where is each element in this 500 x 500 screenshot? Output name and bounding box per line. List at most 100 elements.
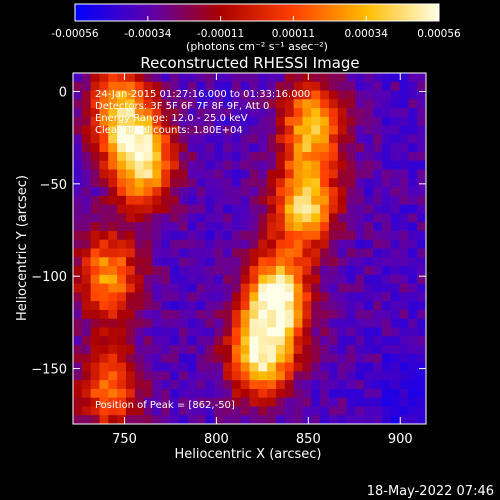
- heatmap-pixel: [275, 301, 286, 311]
- heatmap-pixel: [81, 143, 92, 153]
- heatmap-pixel: [390, 90, 401, 100]
- heatmap-pixel: [355, 143, 365, 153]
- heatmap-pixel: [337, 73, 348, 83]
- heatmap-pixel: [223, 318, 233, 329]
- heatmap-pixel: [161, 239, 171, 250]
- heatmap-pixel: [284, 125, 295, 136]
- heatmap-pixel: [364, 406, 374, 416]
- heatmap-pixel: [302, 292, 312, 302]
- heatmap-pixel: [355, 380, 365, 390]
- heatmap-pixel: [205, 169, 215, 179]
- heatmap-pixel: [258, 213, 268, 223]
- heatmap-pixel: [134, 345, 145, 355]
- heatmap-pixel: [417, 274, 426, 285]
- heatmap-pixel: [373, 309, 383, 320]
- heatmap-pixel: [223, 301, 233, 311]
- heatmap-pixel: [223, 266, 233, 276]
- heatmap-pixel: [275, 380, 286, 390]
- heatmap-pixel: [258, 345, 268, 355]
- heatmap-pixel: [170, 160, 180, 171]
- heatmap-pixel: [240, 169, 251, 179]
- heatmap-pixel: [337, 415, 348, 424]
- heatmap-pixel: [258, 380, 268, 390]
- heatmap-pixel: [214, 81, 224, 92]
- heatmap-pixel: [311, 143, 321, 153]
- heatmap-pixel: [275, 195, 286, 206]
- heatmap-pixel: [125, 345, 136, 355]
- heatmap-pixel: [373, 336, 383, 346]
- heatmap-pixel: [81, 90, 92, 100]
- heatmap-pixel: [152, 204, 162, 215]
- heatmap-pixel: [205, 327, 215, 337]
- heatmap-pixel: [196, 274, 206, 285]
- heatmap-pixel: [417, 213, 426, 223]
- heatmap-pixel: [390, 125, 401, 136]
- heatmap-pixel: [381, 301, 392, 311]
- heatmap-pixel: [170, 151, 180, 162]
- heatmap-pixel: [355, 151, 365, 162]
- heatmap-pixel: [73, 222, 83, 232]
- heatmap-pixel: [320, 99, 330, 109]
- annotation-line: Clean Total counts: 1.80E+04: [95, 125, 243, 136]
- colorbar-tick-label: 0.00011: [272, 28, 315, 40]
- heatmap-pixel: [81, 309, 92, 320]
- heatmap-pixel: [328, 292, 339, 302]
- heatmap-pixel: [240, 406, 251, 416]
- heatmap-pixel: [320, 415, 330, 424]
- heatmap-pixel: [311, 134, 321, 144]
- footer-date: 18-May-2022 07:46: [367, 484, 494, 499]
- heatmap-pixel: [302, 257, 312, 267]
- heatmap-pixel: [90, 248, 101, 258]
- heatmap-pixel: [408, 178, 418, 188]
- heatmap-pixel: [187, 73, 198, 83]
- x-tick-label: 900: [388, 432, 413, 447]
- heatmap-pixel: [311, 178, 321, 188]
- heatmap-pixel: [196, 388, 206, 399]
- heatmap-pixel: [214, 73, 224, 83]
- heatmap-pixel: [364, 99, 374, 109]
- heatmap-pixel: [249, 125, 259, 136]
- heatmap-pixel: [99, 160, 109, 171]
- heatmap-pixel: [320, 195, 330, 206]
- heatmap-pixel: [81, 345, 92, 355]
- heatmap-pixel: [346, 239, 356, 250]
- heatmap-pixel: [381, 160, 392, 171]
- heatmap-pixel: [187, 81, 198, 92]
- heatmap-pixel: [81, 204, 92, 215]
- heatmap-pixel: [196, 239, 206, 250]
- heatmap-pixel: [205, 239, 215, 250]
- heatmap-pixel: [267, 116, 277, 127]
- heatmap-pixel: [284, 116, 295, 127]
- heatmap-pixel: [355, 415, 365, 424]
- heatmap-pixel: [337, 274, 348, 285]
- heatmap-pixel: [293, 266, 304, 276]
- heatmap-pixel: [205, 90, 215, 100]
- heatmap-pixel: [117, 99, 127, 109]
- heatmap-pixel: [381, 134, 392, 144]
- heatmap-pixel: [214, 388, 224, 399]
- heatmap-pixel: [81, 353, 92, 364]
- heatmap-pixel: [231, 309, 242, 320]
- heatmap-pixel: [258, 274, 268, 285]
- heatmap-pixel: [390, 248, 401, 258]
- heatmap-pixel: [258, 143, 268, 153]
- heatmap-pixel: [170, 73, 180, 83]
- heatmap-pixel: [258, 204, 268, 215]
- heatmap-pixel: [293, 230, 304, 241]
- heatmap-pixel: [311, 169, 321, 179]
- heatmap-pixel: [81, 318, 92, 329]
- heatmap-pixel: [311, 345, 321, 355]
- heatmap-pixel: [125, 318, 136, 329]
- heatmap-pixel: [293, 116, 304, 127]
- heatmap-pixel: [275, 213, 286, 223]
- heatmap-pixel: [117, 143, 127, 153]
- heatmap-pixel: [337, 327, 348, 337]
- heatmap-pixel: [381, 239, 392, 250]
- heatmap-pixel: [196, 318, 206, 329]
- heatmap-pixel: [214, 125, 224, 136]
- heatmap-pixel: [293, 345, 304, 355]
- heatmap-pixel: [178, 371, 189, 381]
- heatmap-pixel: [390, 195, 401, 206]
- heatmap-pixel: [249, 388, 259, 399]
